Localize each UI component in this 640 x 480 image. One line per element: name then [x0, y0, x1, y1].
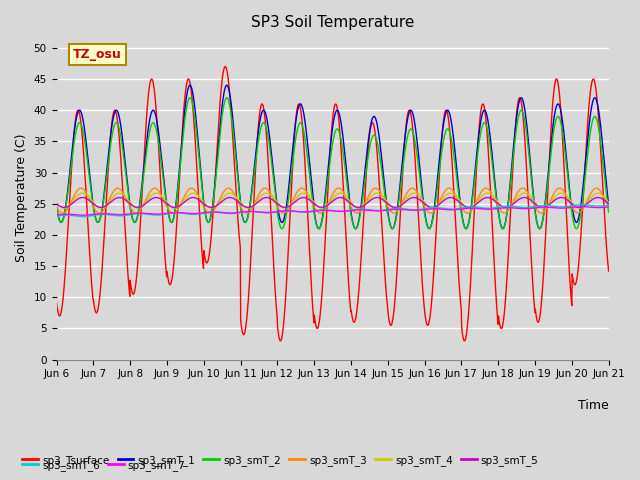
sp3_smT_6 — [52, 213, 60, 219]
sp3_smT_5 — [419, 199, 426, 205]
sp3_smT_1 — [186, 83, 194, 88]
sp3_Tsurface — [237, 324, 245, 330]
Y-axis label: Soil Temperature (C): Soil Temperature (C) — [15, 133, 28, 262]
sp3_smT_4 — [176, 203, 184, 208]
Legend: sp3_smT_6, sp3_smT_7: sp3_smT_6, sp3_smT_7 — [18, 456, 189, 475]
sp3_smT_7 — [79, 212, 87, 218]
sp3_smT_1 — [237, 209, 245, 215]
sp3_smT_6 — [578, 202, 586, 207]
sp3_smT_2 — [605, 209, 612, 215]
sp3_smT_3 — [419, 200, 426, 205]
sp3_smT_3 — [605, 204, 612, 210]
sp3_smT_6 — [605, 202, 612, 208]
sp3_Tsurface — [52, 300, 60, 305]
sp3_smT_4 — [419, 197, 426, 203]
Line: sp3_Tsurface: sp3_Tsurface — [56, 67, 609, 341]
sp3_smT_6 — [419, 206, 426, 212]
sp3_smT_1 — [605, 201, 612, 207]
sp3_smT_4 — [163, 199, 170, 204]
sp3_smT_2 — [52, 205, 60, 211]
sp3_Tsurface — [419, 284, 426, 290]
sp3_smT_7 — [52, 212, 60, 218]
sp3_smT_4 — [237, 201, 245, 206]
sp3_smT_4 — [52, 200, 60, 205]
sp3_smT_3 — [237, 205, 245, 211]
sp3_smT_1 — [175, 168, 183, 173]
sp3_smT_1 — [419, 192, 426, 197]
sp3_smT_3 — [491, 197, 499, 203]
Legend: sp3_Tsurface, sp3_smT_1, sp3_smT_2, sp3_smT_3, sp3_smT_4, sp3_smT_5: sp3_Tsurface, sp3_smT_1, sp3_smT_2, sp3_… — [18, 451, 543, 470]
sp3_smT_3 — [176, 203, 184, 209]
sp3_smT_1 — [52, 203, 60, 209]
sp3_smT_6 — [491, 205, 499, 211]
sp3_smT_6 — [540, 203, 547, 208]
sp3_smT_3 — [59, 210, 67, 216]
sp3_smT_6 — [176, 210, 184, 216]
sp3_smT_7 — [540, 204, 547, 210]
Line: sp3_smT_3: sp3_smT_3 — [56, 188, 609, 213]
sp3_smT_2 — [491, 182, 499, 188]
sp3_smT_2 — [186, 95, 194, 101]
sp3_smT_3 — [540, 209, 547, 215]
sp3_smT_4 — [605, 200, 612, 205]
Line: sp3_smT_7: sp3_smT_7 — [56, 206, 609, 215]
sp3_smT_5 — [491, 198, 499, 204]
sp3_smT_7 — [419, 207, 426, 213]
sp3_smT_7 — [176, 210, 184, 216]
sp3_Tsurface — [162, 265, 170, 271]
sp3_smT_6 — [79, 214, 87, 219]
sp3_smT_2 — [175, 172, 183, 178]
sp3_Tsurface — [461, 338, 468, 344]
sp3_smT_5 — [540, 204, 547, 210]
sp3_smT_5 — [60, 204, 68, 210]
sp3_smT_7 — [491, 206, 499, 212]
sp3_Tsurface — [605, 268, 612, 274]
sp3_smT_2 — [540, 215, 547, 220]
Text: TZ_osu: TZ_osu — [73, 48, 122, 61]
sp3_smT_4 — [491, 195, 499, 201]
sp3_smT_2 — [162, 198, 170, 204]
sp3_smT_2 — [419, 197, 426, 203]
sp3_smT_3 — [52, 204, 60, 210]
sp3_smT_6 — [237, 209, 245, 215]
sp3_smT_4 — [60, 205, 68, 211]
Line: sp3_smT_1: sp3_smT_1 — [56, 85, 609, 228]
sp3_smT_5 — [163, 200, 170, 206]
sp3_Tsurface — [540, 266, 548, 272]
sp3_smT_3 — [593, 185, 600, 191]
sp3_Tsurface — [175, 178, 183, 183]
sp3_smT_7 — [578, 204, 586, 209]
sp3_smT_4 — [540, 205, 547, 211]
sp3_Tsurface — [492, 277, 499, 283]
Title: SP3 Soil Temperature: SP3 Soil Temperature — [251, 15, 414, 30]
sp3_smT_5 — [52, 201, 60, 207]
Line: sp3_smT_4: sp3_smT_4 — [56, 193, 609, 208]
Line: sp3_smT_6: sp3_smT_6 — [56, 204, 609, 216]
sp3_smT_3 — [163, 203, 170, 208]
sp3_smT_7 — [163, 211, 170, 216]
sp3_smT_1 — [536, 226, 543, 231]
sp3_smT_2 — [573, 226, 580, 231]
sp3_Tsurface — [221, 64, 229, 70]
sp3_smT_7 — [605, 204, 612, 210]
sp3_smT_4 — [594, 190, 602, 196]
sp3_smT_5 — [237, 202, 245, 207]
Line: sp3_smT_2: sp3_smT_2 — [56, 98, 609, 228]
sp3_smT_5 — [176, 203, 184, 209]
sp3_smT_1 — [162, 195, 170, 201]
sp3_smT_5 — [605, 201, 612, 207]
sp3_smT_5 — [594, 194, 602, 200]
Text: Time: Time — [578, 398, 609, 411]
sp3_smT_2 — [237, 210, 245, 216]
sp3_smT_7 — [237, 209, 245, 215]
sp3_smT_1 — [540, 211, 548, 216]
sp3_smT_6 — [163, 211, 170, 217]
sp3_smT_1 — [491, 177, 499, 183]
Line: sp3_smT_5: sp3_smT_5 — [56, 197, 609, 207]
